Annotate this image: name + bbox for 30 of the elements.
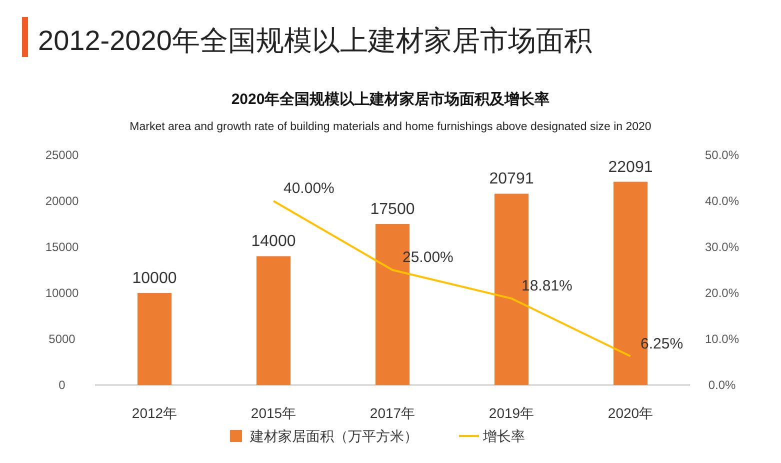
text: Market area and growth rate of building materials and home furnishings above designated size in 2020 <box>130 121 652 133</box>
bar <box>256 256 290 385</box>
y-tick-label: 10000 <box>45 286 80 300</box>
data-label: 17500 <box>370 201 415 218</box>
y-tick-label: 25000 <box>45 148 80 162</box>
data-label: 10000 <box>132 270 177 287</box>
y2-tick-label: 30.0% <box>704 240 740 254</box>
x-tick-label: 2012年 <box>132 405 178 421</box>
y2-tick-label: 40.0% <box>704 194 740 208</box>
bar <box>138 293 172 385</box>
legend-label: 建材家居面积（万平方米） <box>249 428 418 444</box>
data-label: 40.00% <box>284 180 334 197</box>
x-tick-label: 2020年 <box>608 405 654 421</box>
x-tick-label: 2015年 <box>250 405 296 421</box>
chart-subtitle: 2020年全国规模以上建材家居市场面积及增长率 <box>231 90 550 108</box>
legend-label: 增长率 <box>482 428 525 444</box>
data-label: 14000 <box>251 233 296 250</box>
y-tick-label: 5000 <box>48 332 76 346</box>
data-label: 20791 <box>489 170 534 188</box>
x-tick-label: 2019年 <box>488 405 534 421</box>
x-tick-label: 2017年 <box>370 405 416 421</box>
y-tick-label: 15000 <box>45 240 80 254</box>
y-tick-label: 0 <box>58 378 66 392</box>
y2-tick-label: 50.0% <box>704 148 740 162</box>
y-tick-label: 20000 <box>45 194 80 208</box>
y2-tick-label: 20.0% <box>704 286 740 300</box>
y2-tick-label: 0.0% <box>708 378 736 392</box>
chart-title: 2012-2020年全国规模以上建材家居市场面积 <box>38 25 592 56</box>
y2-tick-label: 10.0% <box>704 332 740 346</box>
data-label: 22091 <box>608 158 653 176</box>
